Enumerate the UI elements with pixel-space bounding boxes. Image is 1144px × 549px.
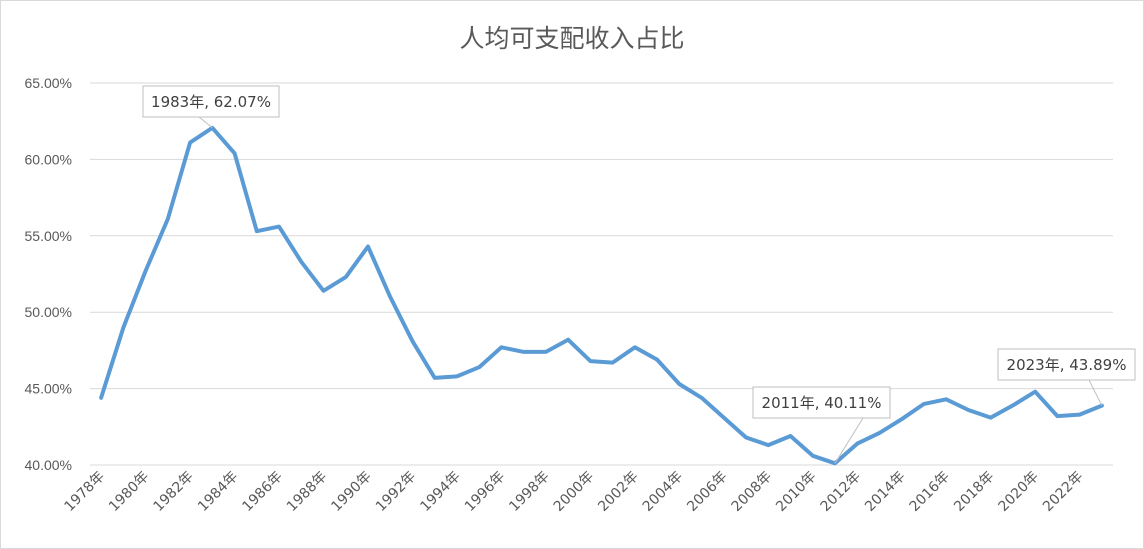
x-tick-label: 2008年 (729, 469, 775, 515)
x-tick-label: 2014年 (862, 469, 908, 515)
x-tick-label: 1982年 (150, 469, 196, 515)
x-tick-label: 1984年 (195, 469, 241, 515)
x-tick-label: 2010年 (773, 469, 819, 515)
x-tick-label: 1994年 (417, 469, 463, 515)
x-tick-label: 2012年 (818, 469, 864, 515)
callout-box (997, 348, 1136, 381)
x-tick-label: 2022年 (1040, 469, 1086, 515)
data-label: 2011年, 40.11% (762, 394, 882, 412)
y-tick-label: 55.00% (25, 228, 72, 244)
series-layer (99, 125, 1104, 466)
x-tick-label: 2016年 (907, 469, 953, 515)
callout-leader (198, 116, 213, 129)
x-tick-label: 1992年 (373, 469, 419, 515)
x-tick-label: 2002年 (595, 469, 641, 515)
x-tick-label: 1988年 (284, 469, 330, 515)
y-tick-label: 60.00% (25, 151, 72, 167)
x-tick-label: 2020年 (996, 469, 1042, 515)
x-tick-label: 1978年 (62, 469, 108, 515)
x-axis-labels: 1978年1980年1982年1984年1986年1988年1990年1992年… (62, 469, 1087, 515)
series-line (99, 125, 1104, 466)
x-tick-label: 2004年 (640, 469, 686, 515)
x-tick-label: 2018年 (951, 469, 997, 515)
annotations: 1983年, 62.07% 2011年, 40.11% 2023年, 43.89% (142, 85, 1136, 464)
x-tick-label: 2000年 (551, 469, 597, 515)
x-tick-label: 1996年 (462, 469, 508, 515)
x-tick-label: 1990年 (328, 469, 374, 515)
data-label: 1983年, 62.07% (151, 93, 271, 111)
y-tick-label: 65.00% (25, 75, 72, 91)
callout-leader (834, 417, 864, 464)
x-tick-label: 1986年 (239, 469, 285, 515)
data-label: 2023年, 43.89% (1007, 356, 1127, 374)
callout-leader (1088, 379, 1103, 406)
x-tick-label: 2006年 (684, 469, 730, 515)
y-tick-label: 45.00% (25, 381, 72, 397)
y-tick-label: 50.00% (25, 304, 72, 320)
gridlines (90, 82, 1113, 466)
callout-box (142, 85, 280, 118)
y-axis-labels: 40.00% 45.00% 50.00% 55.00% 60.00% 65.00% (25, 75, 72, 473)
x-tick-label: 1980年 (106, 469, 152, 515)
x-tick-label: 1998年 (506, 469, 552, 515)
callout-box (752, 386, 891, 419)
y-tick-label: 40.00% (25, 457, 72, 473)
chart-title: 人均可支配收入占比 (459, 24, 685, 53)
